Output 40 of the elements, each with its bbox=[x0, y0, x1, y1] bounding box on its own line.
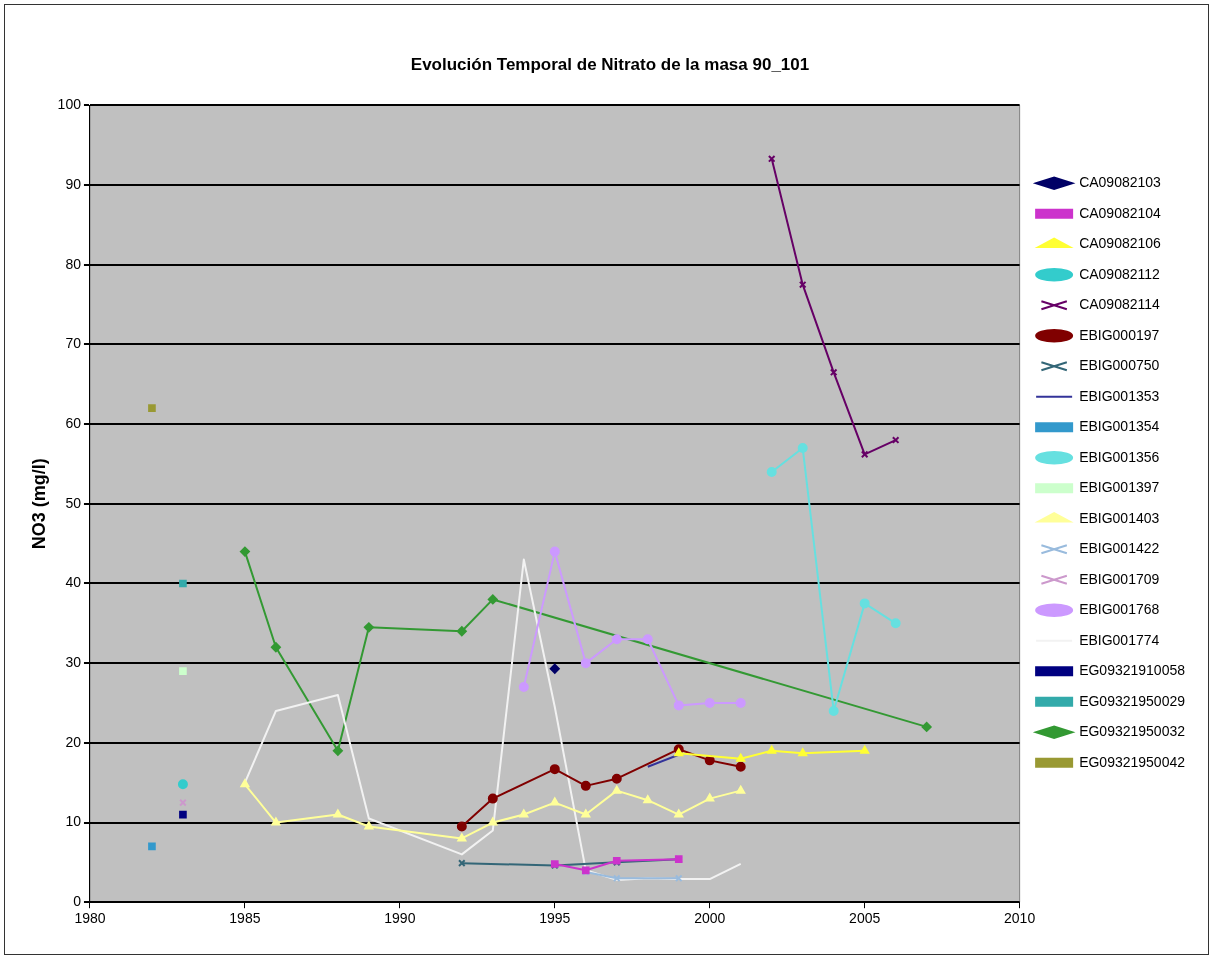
legend-label: EBIG000750 bbox=[1079, 357, 1160, 374]
y-tick-label: 70 bbox=[65, 335, 82, 352]
y-tick-label: 0 bbox=[73, 893, 82, 910]
legend-label: EG09321910058 bbox=[1079, 662, 1186, 679]
y-tick-label: 60 bbox=[65, 414, 82, 431]
x-tick-label: 2000 bbox=[694, 910, 726, 927]
y-tick-label: 20 bbox=[65, 733, 82, 750]
legend-label: EBIG001774 bbox=[1079, 631, 1160, 648]
legend-label: EBIG001353 bbox=[1079, 387, 1160, 404]
y-tick-label: 90 bbox=[65, 175, 82, 192]
legend-label: EBIG000197 bbox=[1079, 326, 1160, 343]
legend-label: EG09321950029 bbox=[1079, 692, 1186, 709]
x-tick-label: 1995 bbox=[539, 910, 571, 927]
y-tick-label: 10 bbox=[65, 813, 82, 830]
legend-label: EBIG001768 bbox=[1079, 601, 1160, 618]
x-tick-label: 2010 bbox=[1004, 910, 1036, 927]
legend-label: CA09082106 bbox=[1079, 235, 1162, 252]
legend-label: EBIG001356 bbox=[1079, 448, 1160, 465]
x-tick-label: 1980 bbox=[74, 910, 106, 927]
legend-label: CA09082112 bbox=[1079, 265, 1161, 282]
legend-label: EBIG001422 bbox=[1079, 540, 1160, 557]
y-tick-label: 30 bbox=[65, 654, 82, 671]
legend-label: EBIG001709 bbox=[1079, 570, 1160, 587]
legend-label: CA09082103 bbox=[1079, 174, 1162, 191]
x-tick-label: 1985 bbox=[229, 910, 261, 927]
y-tick-label: 50 bbox=[65, 494, 82, 511]
legend-label: EBIG001397 bbox=[1079, 479, 1160, 496]
y-tick-label: 100 bbox=[57, 96, 82, 113]
y-tick-label: 80 bbox=[65, 255, 82, 272]
x-tick-label: 1990 bbox=[384, 910, 416, 927]
y-tick-label: 40 bbox=[65, 574, 82, 591]
legend-label: EBIG001403 bbox=[1079, 509, 1160, 526]
legend-label: CA09082104 bbox=[1079, 204, 1162, 221]
legend-label: EG09321950032 bbox=[1079, 723, 1186, 740]
legend-label: EG09321950042 bbox=[1079, 753, 1186, 770]
x-tick-label: 2005 bbox=[849, 910, 881, 927]
legend-label: CA09082114 bbox=[1079, 296, 1161, 313]
legend-label: EBIG001354 bbox=[1079, 418, 1160, 435]
chart-title: Evolución Temporal de Nitrato de la masa 90_101 bbox=[410, 54, 810, 74]
y-axis-title: NO3 (mg/l) bbox=[28, 458, 49, 550]
